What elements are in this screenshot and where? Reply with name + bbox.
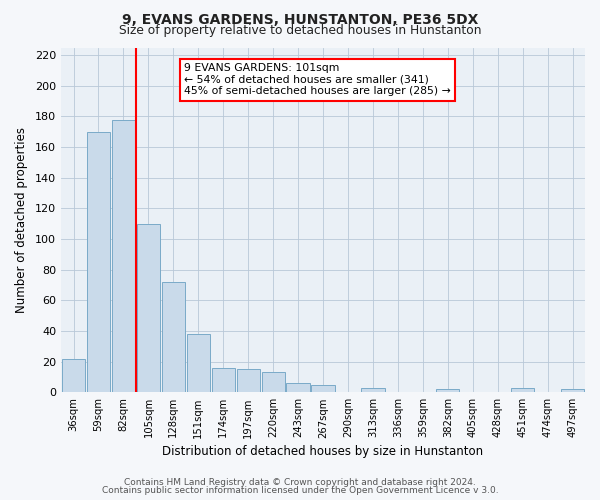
Y-axis label: Number of detached properties: Number of detached properties: [15, 127, 28, 313]
Bar: [112, 120, 135, 392]
Bar: [511, 388, 534, 392]
Bar: [162, 282, 185, 393]
Text: 9 EVANS GARDENS: 101sqm
← 54% of detached houses are smaller (341)
45% of semi-d: 9 EVANS GARDENS: 101sqm ← 54% of detache…: [184, 63, 451, 96]
Bar: [212, 368, 235, 392]
Bar: [62, 358, 85, 392]
Bar: [262, 372, 285, 392]
Text: 9, EVANS GARDENS, HUNSTANTON, PE36 5DX: 9, EVANS GARDENS, HUNSTANTON, PE36 5DX: [122, 12, 478, 26]
X-axis label: Distribution of detached houses by size in Hunstanton: Distribution of detached houses by size …: [163, 444, 484, 458]
Bar: [187, 334, 210, 392]
Bar: [236, 370, 260, 392]
Bar: [561, 390, 584, 392]
Text: Contains public sector information licensed under the Open Government Licence v : Contains public sector information licen…: [101, 486, 499, 495]
Text: Contains HM Land Registry data © Crown copyright and database right 2024.: Contains HM Land Registry data © Crown c…: [124, 478, 476, 487]
Bar: [436, 390, 460, 392]
Bar: [311, 384, 335, 392]
Text: Size of property relative to detached houses in Hunstanton: Size of property relative to detached ho…: [119, 24, 481, 37]
Bar: [361, 388, 385, 392]
Bar: [87, 132, 110, 392]
Bar: [137, 224, 160, 392]
Bar: [286, 383, 310, 392]
